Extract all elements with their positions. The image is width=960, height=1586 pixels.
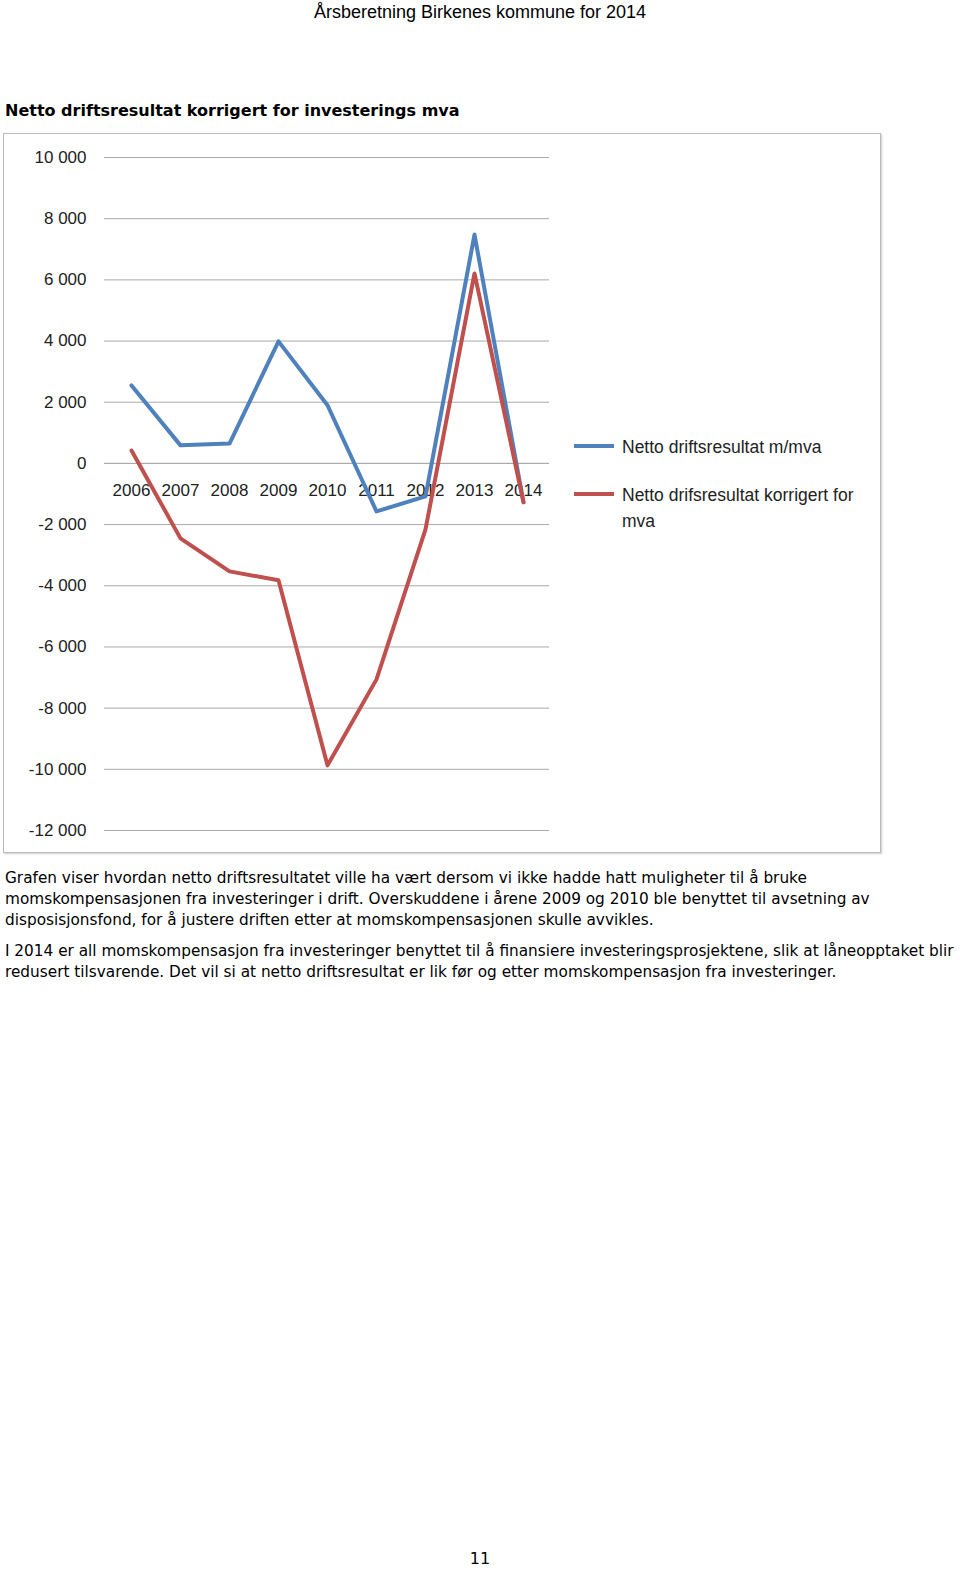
html-text:Grafen viser hvordan netto dri: Grafen viser hvordan netto driftsresulta… <box>5 869 870 929</box>
html-text:Netto driftsresultat m/mva: Netto driftsresultat m/mva <box>622 437 822 457</box>
svg-text:2013: 2013 <box>456 481 494 500</box>
svg-text:0: 0 <box>77 454 86 473</box>
html-text:Netto drifsresultat korrigert: Netto drifsresultat korrigert for mva <box>622 485 854 531</box>
svg-text:10 000: 10 000 <box>35 148 87 167</box>
html-text:I 2014 er all momskompensasjon: I 2014 er all momskompensasjon fra inves… <box>5 942 954 981</box>
svg-text:-2 000: -2 000 <box>38 515 86 534</box>
svg-text:6 000: 6 000 <box>44 270 87 289</box>
svg-text:2007: 2007 <box>162 481 200 500</box>
svg-text:-12 000: -12 000 <box>29 821 87 840</box>
svg-text:2012: 2012 <box>406 480 445 500</box>
html-text:11: 11 <box>469 1549 491 1568</box>
svg-text:-8 000: -8 000 <box>38 699 86 718</box>
svg-text:2010: 2010 <box>309 481 347 500</box>
svg-text:-10 000: -10 000 <box>29 760 87 779</box>
svg-text:2008: 2008 <box>211 481 249 500</box>
svg-text:2009: 2009 <box>260 481 298 500</box>
svg-text:2011: 2011 <box>358 480 395 500</box>
svg-text:-6 000: -6 000 <box>38 637 86 656</box>
svg-text:2014: 2014 <box>504 480 543 500</box>
svg-text:2006: 2006 <box>113 481 151 500</box>
svg-text:2 000: 2 000 <box>44 393 87 412</box>
svg-text:-4 000: -4 000 <box>38 576 86 595</box>
svg-text:4 000: 4 000 <box>44 331 87 350</box>
html-text:Netto driftsresultat korrigert: Netto driftsresultat korrigert for inves… <box>5 101 460 120</box>
svg-text:8 000: 8 000 <box>44 209 87 228</box>
html-text:Årsberetning Birkenes kommune: Årsberetning Birkenes kommune for 2014 <box>313 2 647 22</box>
